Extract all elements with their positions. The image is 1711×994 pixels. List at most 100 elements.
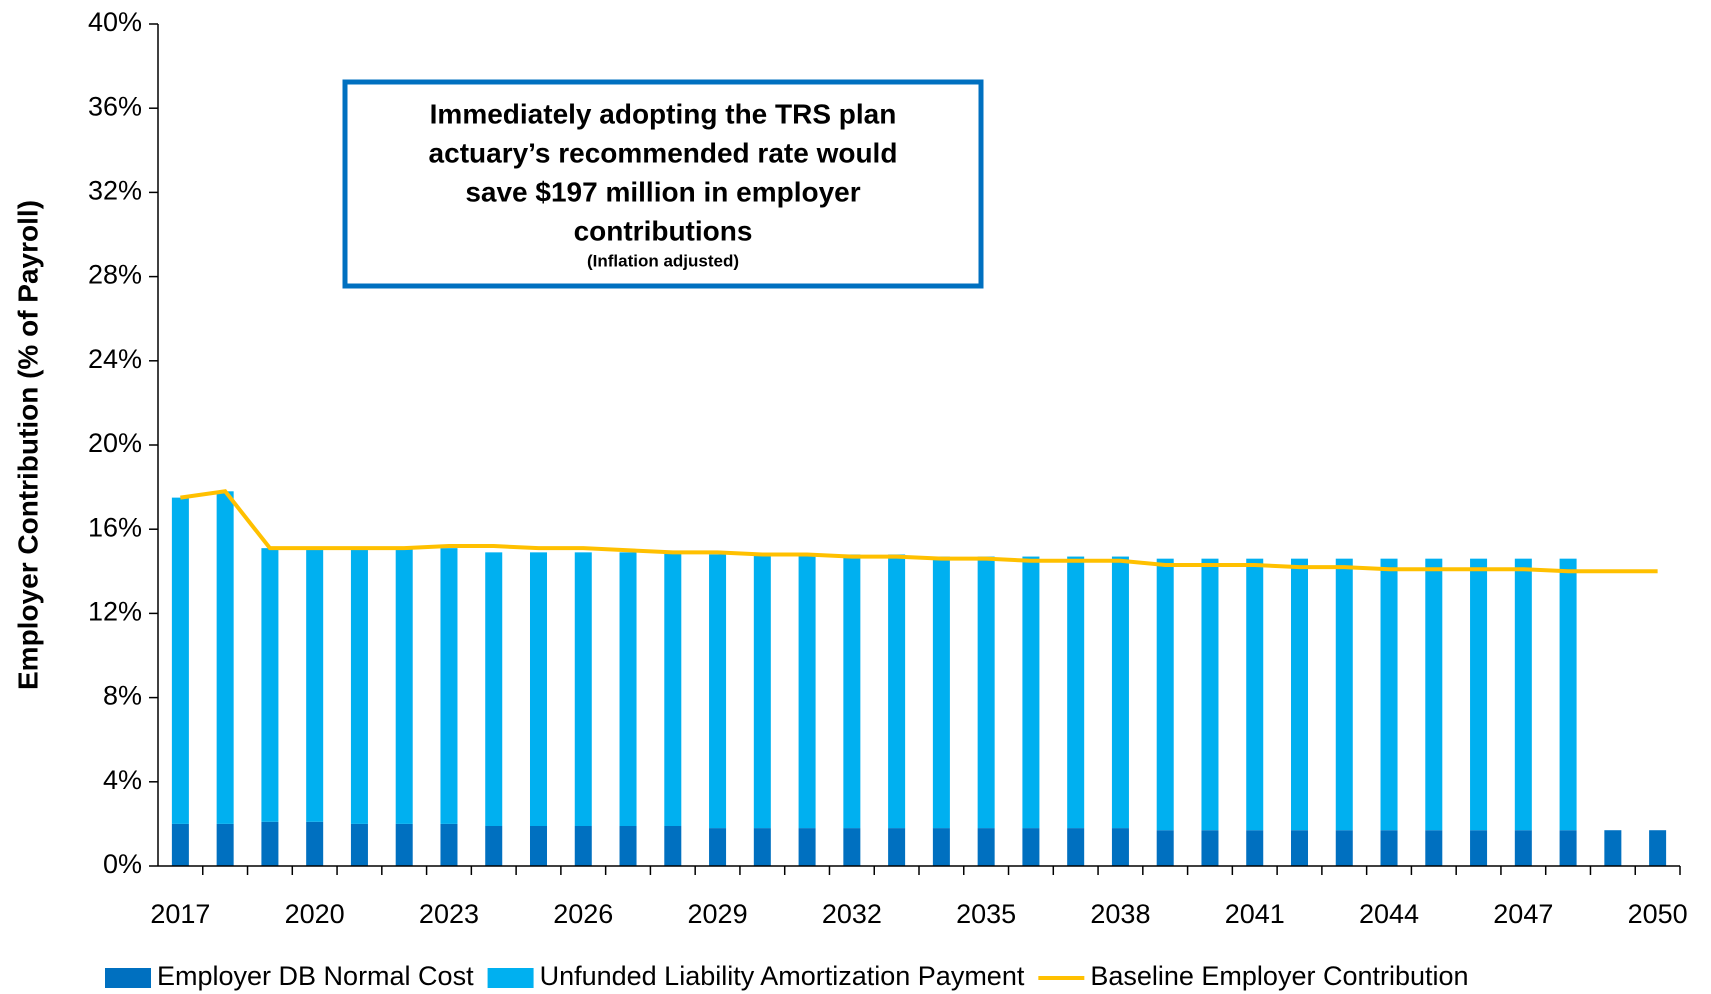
bar xyxy=(440,548,458,824)
y-tick-label: 0% xyxy=(103,849,142,879)
bar xyxy=(1559,830,1577,866)
y-tick-label: 8% xyxy=(103,681,142,711)
bar xyxy=(798,554,816,829)
bar xyxy=(1380,558,1398,831)
bar xyxy=(1470,830,1488,866)
annotation-note: (Inflation adjusted) xyxy=(587,251,739,270)
bar xyxy=(395,823,413,866)
bar xyxy=(574,826,592,866)
bar xyxy=(619,826,637,866)
annotation-text: save $197 million in employer xyxy=(465,176,860,207)
annotation-text: actuary’s recommended rate would xyxy=(429,137,898,168)
bar xyxy=(664,826,682,866)
bar xyxy=(664,552,682,827)
bar xyxy=(1201,830,1219,866)
bar xyxy=(574,552,592,827)
y-tick-label: 24% xyxy=(88,344,142,374)
bar xyxy=(932,556,950,829)
x-tick-label: 2050 xyxy=(1628,899,1688,929)
y-tick-label: 20% xyxy=(88,428,142,458)
y-tick-label: 4% xyxy=(103,765,142,795)
y-tick-label: 36% xyxy=(88,91,142,121)
bar xyxy=(932,828,950,866)
bar xyxy=(1290,830,1309,866)
bar xyxy=(1246,830,1264,866)
bar xyxy=(1335,558,1353,831)
bar xyxy=(440,823,458,866)
bar xyxy=(1246,558,1264,831)
y-axis-title: Employer Contribution (% of Payroll) xyxy=(12,200,43,690)
bar xyxy=(1514,830,1532,866)
bar xyxy=(1335,830,1353,866)
y-tick-label: 32% xyxy=(88,176,142,206)
y-tick-label: 12% xyxy=(88,597,142,627)
bar xyxy=(1604,830,1622,866)
bar xyxy=(1111,556,1129,829)
x-tick-label: 2032 xyxy=(822,899,882,929)
bar xyxy=(977,828,995,866)
bar xyxy=(1380,830,1398,866)
bar xyxy=(843,828,861,866)
bar xyxy=(1470,558,1488,831)
x-tick-label: 2035 xyxy=(956,899,1016,929)
bar xyxy=(529,552,548,827)
legend-label: Baseline Employer Contribution xyxy=(1090,961,1468,991)
x-tick-label: 2017 xyxy=(150,899,210,929)
bar xyxy=(1514,558,1532,831)
bar xyxy=(977,556,995,829)
annotation-text: Immediately adopting the TRS plan xyxy=(430,98,897,129)
legend-label: Employer DB Normal Cost xyxy=(157,961,474,991)
x-tick-label: 2047 xyxy=(1493,899,1553,929)
bar xyxy=(888,554,906,829)
bar xyxy=(843,554,861,829)
x-tick-label: 2023 xyxy=(419,899,479,929)
bar xyxy=(1425,830,1443,866)
y-tick-label: 16% xyxy=(88,512,142,542)
bar xyxy=(753,828,771,866)
x-tick-label: 2044 xyxy=(1359,899,1419,929)
bar xyxy=(1649,830,1667,866)
x-tick-label: 2041 xyxy=(1225,899,1285,929)
bar xyxy=(888,828,906,866)
annotation-box xyxy=(342,79,984,289)
bar xyxy=(1425,558,1443,831)
x-tick-label: 2020 xyxy=(285,899,345,929)
bar xyxy=(1067,828,1085,866)
line xyxy=(180,489,1658,574)
bar xyxy=(216,823,234,866)
bar xyxy=(350,548,368,824)
bar xyxy=(1201,558,1219,831)
bar xyxy=(529,826,548,866)
annotation-text: contributions xyxy=(574,215,753,246)
x-tick-label: 2029 xyxy=(688,899,748,929)
y-tick-label: 40% xyxy=(88,7,142,37)
bar xyxy=(261,821,279,866)
bar xyxy=(1022,828,1040,866)
bar xyxy=(485,552,503,827)
bar xyxy=(306,821,324,866)
bar xyxy=(753,554,771,829)
legend-swatch xyxy=(487,968,534,988)
bar xyxy=(1156,830,1174,866)
bar xyxy=(171,497,189,824)
bar xyxy=(709,828,727,866)
legend-swatch xyxy=(105,968,151,988)
bar xyxy=(395,548,413,824)
bar xyxy=(306,548,324,822)
x-tick-label: 2038 xyxy=(1090,899,1150,929)
y-tick-label: 28% xyxy=(88,260,142,290)
bar xyxy=(171,823,189,866)
bar xyxy=(1156,558,1174,831)
bar xyxy=(216,491,234,824)
bar xyxy=(1022,556,1040,829)
legend-label: Unfunded Liability Amortization Payment xyxy=(540,961,1025,991)
bar xyxy=(485,826,503,866)
bar xyxy=(1559,558,1577,831)
bar xyxy=(350,823,368,866)
x-tick-label: 2026 xyxy=(553,899,613,929)
bar xyxy=(798,828,816,866)
bar xyxy=(709,554,727,829)
bar xyxy=(1111,828,1129,866)
bar xyxy=(1290,558,1309,831)
